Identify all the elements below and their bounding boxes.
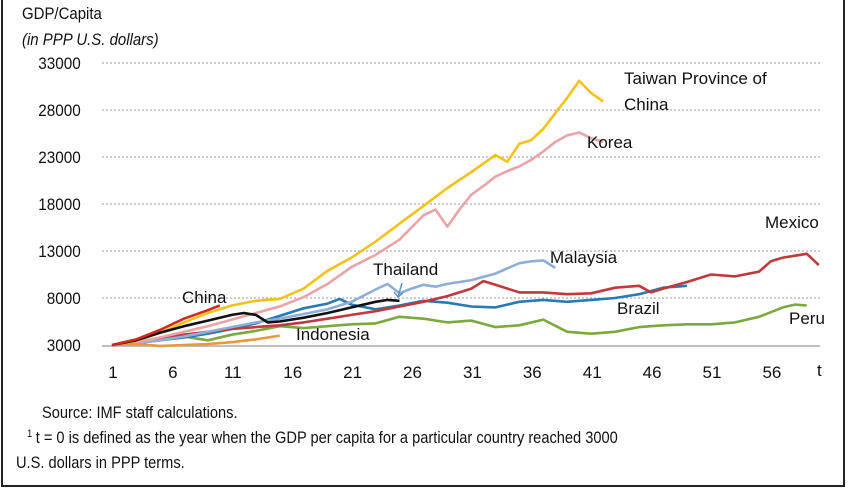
series-line-indonesia	[111, 334, 280, 348]
x-tick-label: 51	[703, 363, 722, 382]
x-tick-label: 21	[343, 363, 362, 382]
x-axis-ticks: 1 6 11 16 21 26 31 36 41 46 51 56	[108, 363, 781, 382]
y-axis-ticks: 33000 28000 23000 18000 13000 8000 3000	[38, 54, 81, 355]
y-tick-label: 23000	[38, 148, 81, 167]
x-tick-label: 56	[762, 363, 781, 382]
y-tick-label: 28000	[38, 101, 81, 120]
x-tick-label: 11	[224, 363, 242, 382]
y-tick-label: 3000	[47, 336, 81, 355]
y-tick-label: 33000	[38, 54, 81, 73]
gridlines	[102, 62, 820, 299]
x-tick-label: 26	[403, 363, 422, 382]
y-axis-subtitle: (in PPP U.S. dollars)	[22, 30, 159, 49]
x-tick-label: 46	[643, 363, 662, 382]
series-labels: Taiwan Province of China Korea Mexico Malays…	[182, 69, 825, 344]
series-line-malaysia	[111, 259, 556, 347]
footnote-text-1: t = 0 is defined as the year when the GD…	[35, 428, 618, 447]
x-tick-label: 36	[523, 363, 542, 382]
series-line-china	[111, 304, 221, 347]
y-tick-label: 8000	[47, 289, 81, 308]
x-tick-label: 6	[168, 363, 177, 382]
series-label-malaysia: Malaysia	[550, 248, 618, 267]
series-label-china: China	[182, 288, 227, 307]
series-lines	[111, 79, 820, 348]
series-label-brazil: Brazil	[617, 299, 660, 318]
series-line-taiwan-province-of-china	[111, 79, 604, 347]
thailand-pointer-arrow	[393, 282, 404, 298]
y-axis-title: GDP/Capita	[22, 4, 102, 23]
series-line-thailand	[111, 298, 400, 347]
x-tick-label: 1	[108, 363, 117, 382]
series-label-taiwan-province-of-china: Taiwan Province of	[624, 69, 767, 88]
series-label-taiwan-province-of-china: China	[624, 95, 669, 114]
series-line-korea	[111, 131, 604, 347]
series-label-peru: Peru	[789, 309, 825, 328]
y-tick-label: 18000	[38, 195, 81, 214]
series-label-korea: Korea	[587, 133, 633, 152]
series-line-mexico	[111, 252, 820, 347]
series-line-brazil	[111, 284, 688, 347]
series-label-indonesia: Indonesia	[296, 325, 370, 344]
series-line-peru	[111, 303, 807, 347]
footnote-line-2: U.S. dollars in PPP terms.	[16, 453, 185, 472]
x-tick-label: 31	[463, 363, 482, 382]
x-tick-label: 41	[583, 363, 602, 382]
y-tick-label: 13000	[38, 242, 81, 261]
x-tick-label: 16	[283, 363, 302, 382]
x-axis-title: t	[817, 361, 822, 380]
series-label-mexico: Mexico	[765, 213, 819, 232]
footnote-mark: 1	[27, 428, 33, 440]
series-label-thailand: Thailand	[373, 260, 438, 279]
source-note: Source: IMF staff calculations.	[42, 403, 238, 422]
